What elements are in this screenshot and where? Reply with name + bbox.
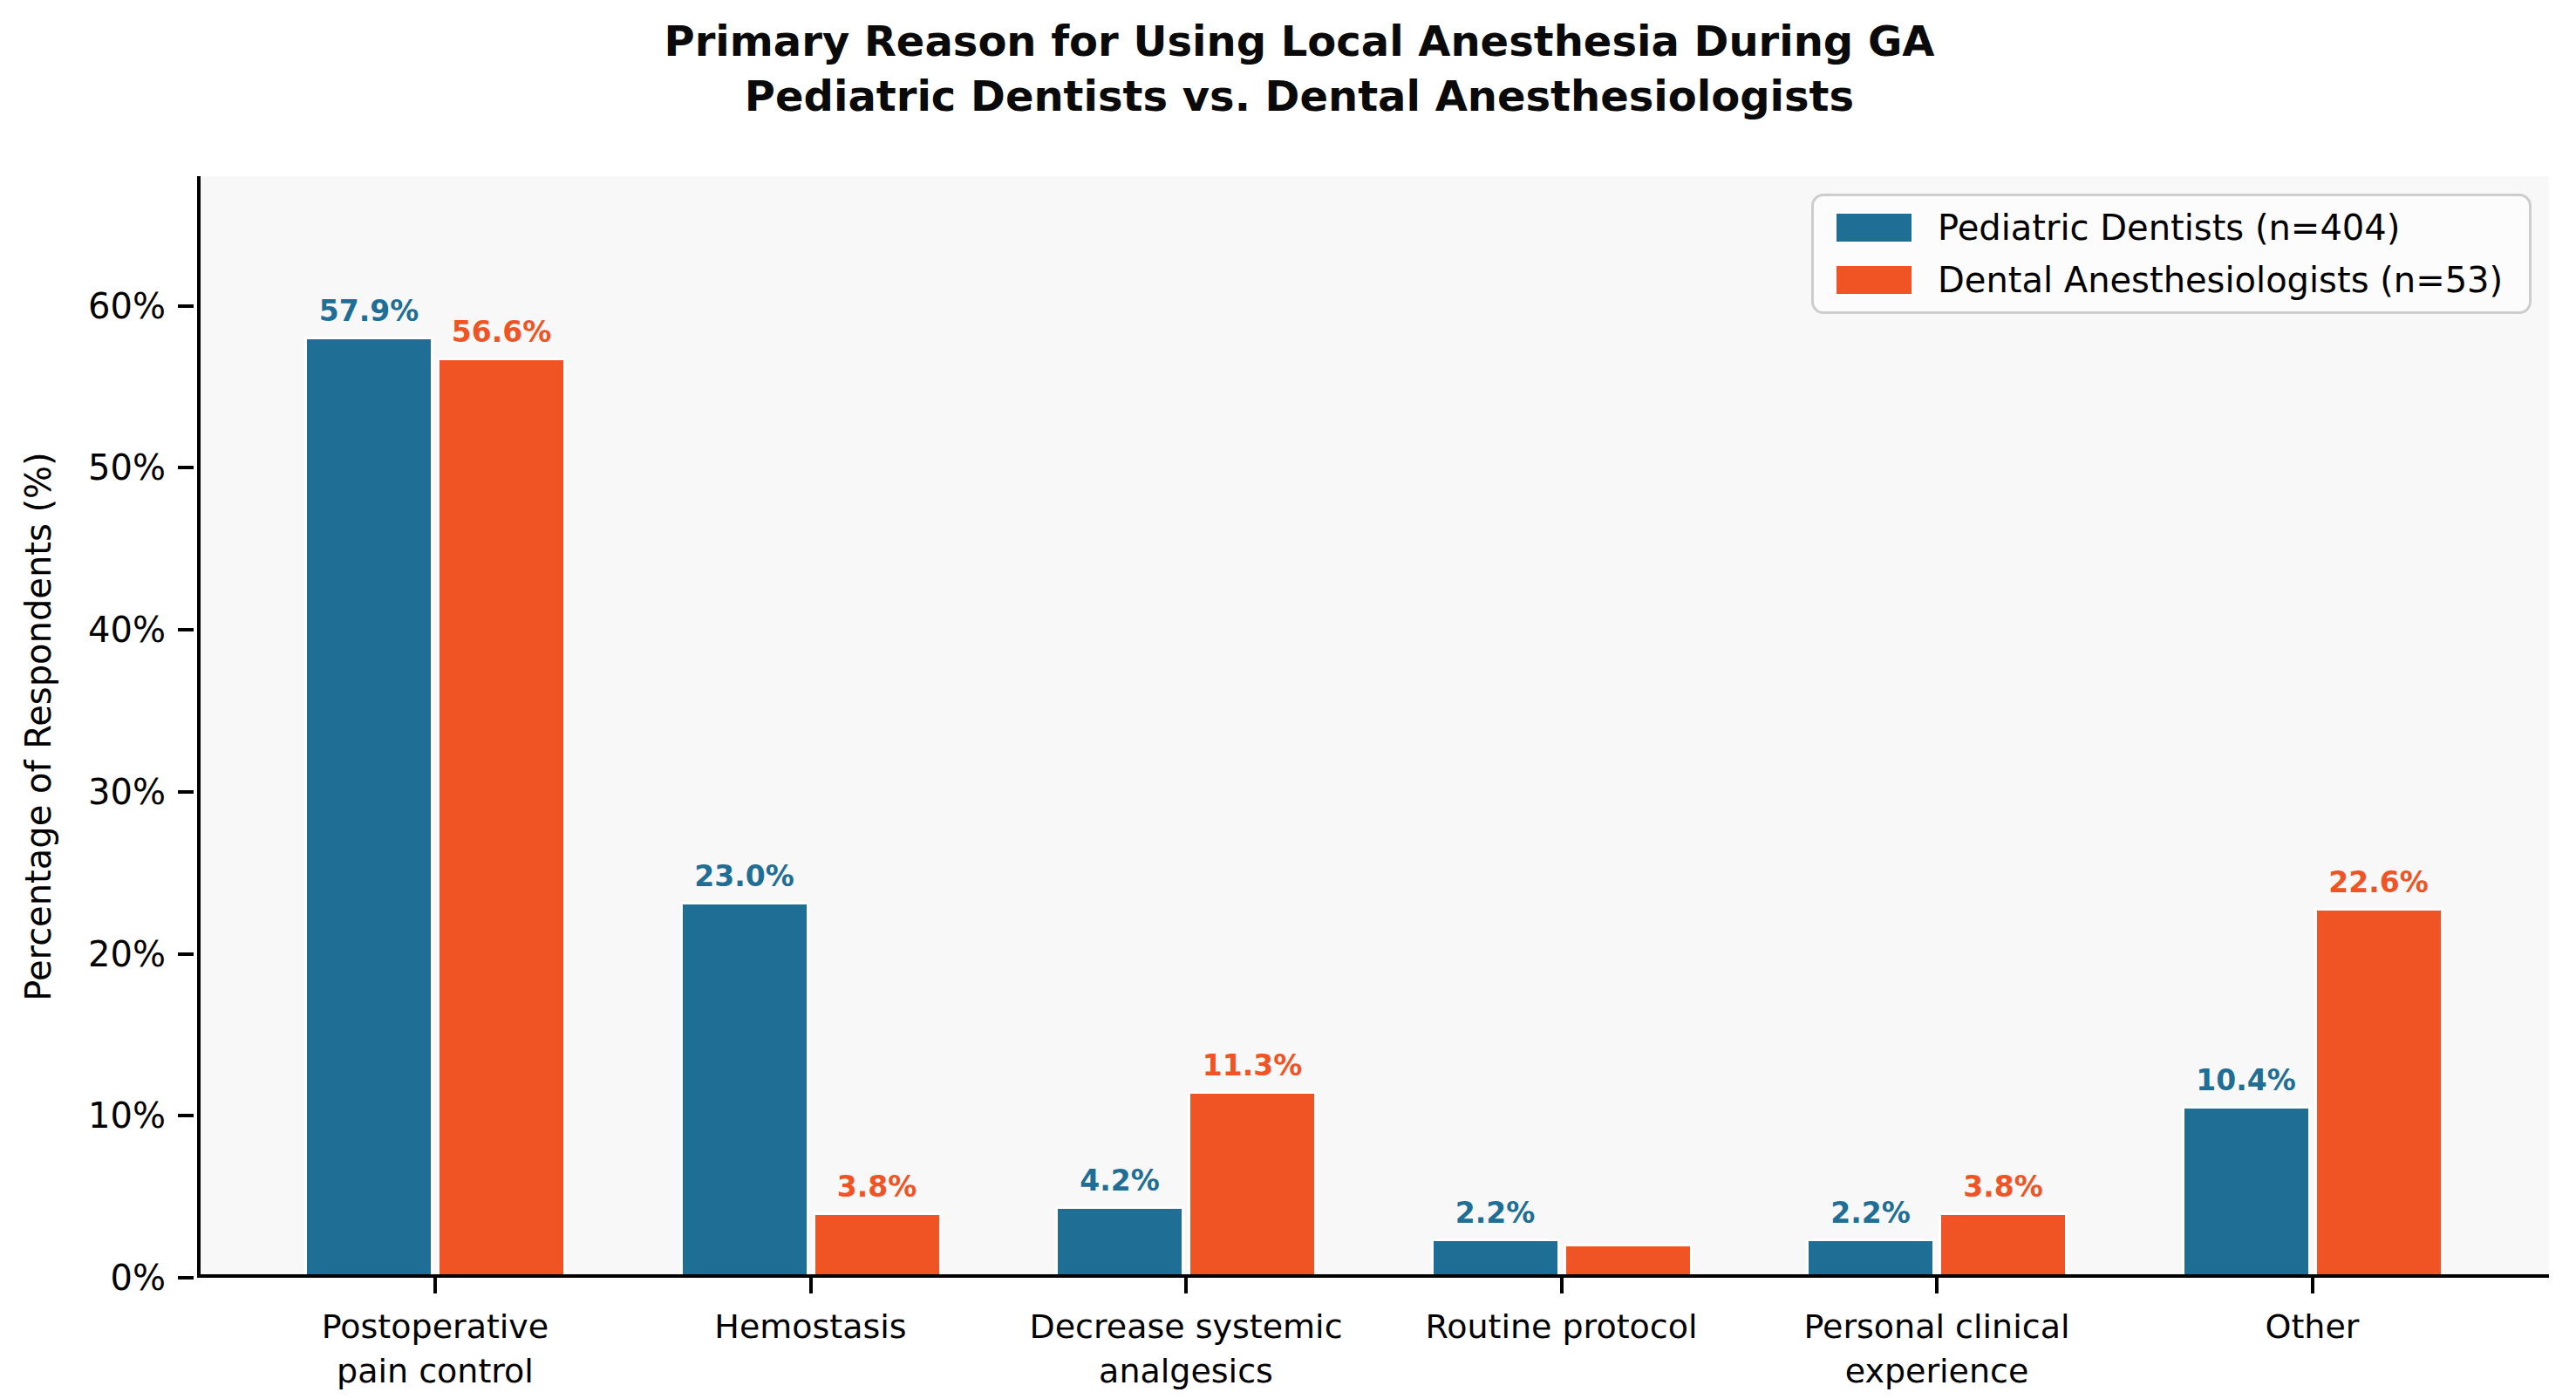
x-tick-label: Other (2121, 1305, 2504, 1349)
x-tick-label: Decrease systemic analgesics (994, 1305, 1378, 1395)
x-tick-mark (1560, 1278, 1564, 1293)
x-tick-label: Postoperative pain control (243, 1305, 627, 1395)
x-tick-label: Hemostasis (619, 1305, 1003, 1349)
bar-value-label: 2.2% (1391, 1196, 1600, 1230)
x-tick-mark (433, 1278, 437, 1293)
bar-pediatric-dentists (2182, 1106, 2311, 1274)
y-tick-mark (178, 1276, 194, 1280)
bar-dental-anesthesiologists (813, 1212, 942, 1274)
bar-value-label: 23.0% (640, 859, 849, 893)
bar-dental-anesthesiologists (1939, 1212, 2068, 1274)
y-tick-mark (178, 628, 194, 631)
y-tick-mark (178, 952, 194, 956)
y-tick-label: 0% (3, 1258, 166, 1298)
y-tick-mark (178, 304, 194, 308)
bar-chart-figure: Primary Reason for Using Local Anesthesi… (0, 0, 2576, 1399)
y-tick-mark (178, 466, 194, 469)
bar-pediatric-dentists (680, 902, 809, 1274)
x-tick-label: Routine protocol (1370, 1305, 1754, 1349)
x-tick-mark (1184, 1278, 1188, 1293)
bar-dental-anesthesiologists (437, 358, 566, 1274)
x-tick-mark (2311, 1278, 2314, 1293)
x-tick-mark (1935, 1278, 1939, 1293)
y-tick-label: 50% (3, 447, 166, 488)
y-tick-label: 60% (3, 286, 166, 326)
bar-pediatric-dentists (1431, 1239, 1560, 1274)
legend-item-dental-anesthesiologists: Dental Anesthesiologists (n=53) (1837, 260, 2506, 300)
y-tick-mark (178, 1114, 194, 1117)
x-axis-spine (197, 1274, 2549, 1278)
bar-value-label: 3.8% (773, 1170, 982, 1204)
legend-swatch-dental-anesthesiologists (1837, 266, 1912, 294)
legend-swatch-pediatric-dentists (1837, 214, 1912, 242)
bar-dental-anesthesiologists (2314, 908, 2443, 1274)
bar-dental-anesthesiologists (1188, 1091, 1317, 1274)
plot-area: 0%10%20%30%40%50%60%Postoperative pain c… (197, 176, 2549, 1278)
bar-pediatric-dentists (304, 337, 433, 1274)
bar-value-label: 56.6% (397, 315, 606, 349)
bar-value-label: 3.8% (1898, 1170, 2108, 1204)
bar-value-label: 11.3% (1148, 1048, 1357, 1082)
bar-dental-anesthesiologists (1564, 1244, 1693, 1274)
y-tick-label: 20% (3, 934, 166, 974)
bar-pediatric-dentists (1806, 1239, 1935, 1274)
legend: Pediatric Dentists (n=404) Dental Anesthe… (1811, 194, 2532, 314)
y-tick-label: 10% (3, 1095, 166, 1136)
x-tick-label: Personal clinical experience (1745, 1305, 2129, 1395)
y-axis-spine (197, 176, 201, 1278)
legend-item-pediatric-dentists: Pediatric Dentists (n=404) (1837, 208, 2506, 248)
y-tick-label: 40% (3, 610, 166, 650)
bar-value-label: 22.6% (2274, 865, 2484, 899)
y-tick-mark (178, 790, 194, 794)
chart-title: Primary Reason for Using Local Anesthesi… (23, 14, 2576, 125)
legend-label: Pediatric Dentists (n=404) (1938, 208, 2400, 248)
legend-label: Dental Anesthesiologists (n=53) (1938, 260, 2503, 300)
x-tick-mark (809, 1278, 813, 1293)
y-axis-label: Percentage of Respondents (%) (18, 452, 58, 1000)
bar-pediatric-dentists (1055, 1206, 1184, 1274)
y-tick-label: 30% (3, 772, 166, 812)
